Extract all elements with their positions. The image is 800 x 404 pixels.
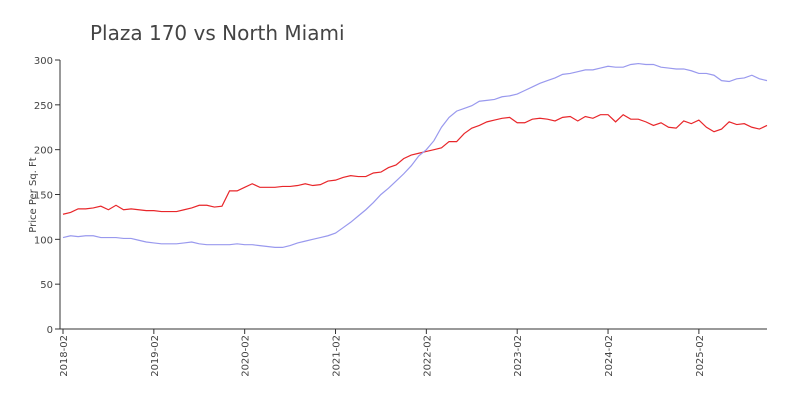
x-tick-label: 2018-02 <box>59 335 70 377</box>
x-tick-label: 2019-02 <box>150 335 161 377</box>
x-tick-label: 2023-02 <box>513 335 524 377</box>
x-tick-label: 2020-02 <box>241 335 252 377</box>
x-tick-label: 2025-02 <box>695 335 706 377</box>
series-line <box>62 62 768 248</box>
x-tick-label: 2021-02 <box>332 335 343 377</box>
series-line <box>62 113 768 215</box>
y-tick-label: 50 <box>40 280 53 291</box>
y-axis-label: Price Per Sq. Ft <box>28 157 39 232</box>
chart-title: Plaza 170 vs North Miami <box>90 21 345 45</box>
y-tick-label: 150 <box>34 191 53 202</box>
x-tick-label: 2024-02 <box>604 335 615 377</box>
x-tick-label: 2022-02 <box>422 335 433 377</box>
y-tick-label: 300 <box>34 56 53 67</box>
y-tick-label: 200 <box>34 146 53 157</box>
y-tick-label: 0 <box>47 325 53 336</box>
y-tick-label: 250 <box>34 101 53 112</box>
y-tick-label: 100 <box>34 235 53 246</box>
